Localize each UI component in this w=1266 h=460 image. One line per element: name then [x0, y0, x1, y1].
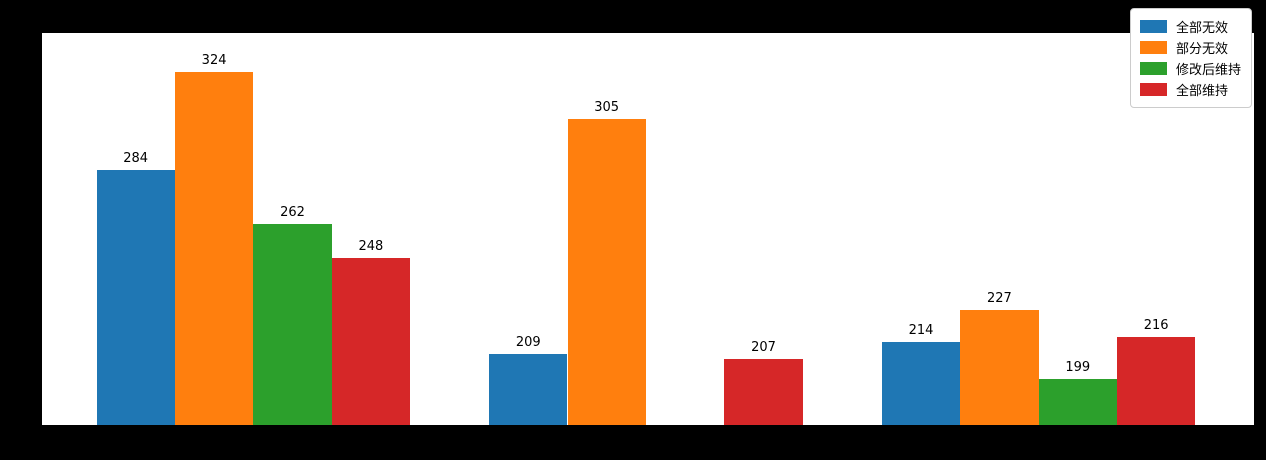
bar — [174, 72, 254, 425]
bar — [1117, 336, 1196, 425]
bar — [96, 170, 175, 425]
bar-value-label: 214 — [908, 322, 934, 338]
bar-value-label: 227 — [986, 290, 1012, 306]
legend-swatch — [1139, 41, 1167, 54]
legend-item: 修改后维持 — [1139, 58, 1241, 79]
bar-value-label: 209 — [515, 335, 541, 350]
bar — [253, 224, 332, 425]
legend-label: 全部维持 — [1175, 84, 1228, 99]
bar — [567, 118, 646, 425]
plot-area: 284 324 262 248 209 305 207 214 227 199 216 — [42, 33, 1254, 426]
legend-swatch — [1139, 83, 1167, 96]
bar-value-label: 199 — [1065, 359, 1091, 375]
bar — [331, 258, 411, 425]
legend: 全部无效 部分无效 修改后维持 全部维持 — [1129, 8, 1252, 108]
legend-item: 部分无效 — [1139, 37, 1241, 58]
bar — [960, 309, 1039, 425]
bar-value-label: 305 — [594, 99, 620, 115]
bar-value-label: 284 — [123, 151, 149, 167]
bar-value-label: 207 — [751, 339, 776, 355]
legend-item: 全部维持 — [1139, 79, 1241, 100]
legend-label: 修改后维持 — [1175, 63, 1241, 78]
bar — [1038, 378, 1117, 425]
legend-swatch — [1139, 62, 1167, 75]
bar-value-label: 216 — [1143, 317, 1169, 333]
bar-value-label: 248 — [358, 239, 384, 255]
legend-label: 部分无效 — [1175, 42, 1228, 57]
bar-value-label: 262 — [280, 205, 305, 221]
legend-item: 全部无效 — [1139, 16, 1241, 37]
bar-value-label: 324 — [201, 53, 227, 69]
bar — [724, 358, 803, 425]
bar — [881, 341, 961, 425]
legend-label: 全部无效 — [1175, 21, 1228, 36]
bar — [489, 354, 568, 425]
legend-swatch — [1139, 20, 1167, 33]
